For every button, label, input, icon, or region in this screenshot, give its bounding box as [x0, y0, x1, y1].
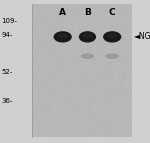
Ellipse shape [83, 34, 92, 38]
Ellipse shape [80, 32, 95, 42]
Ellipse shape [106, 54, 118, 58]
Text: 52-: 52- [2, 69, 13, 75]
Text: A: A [59, 8, 66, 17]
Ellipse shape [81, 54, 93, 58]
Ellipse shape [104, 32, 121, 42]
Text: 109-: 109- [2, 18, 18, 24]
Text: 94-: 94- [2, 32, 13, 38]
Ellipse shape [108, 34, 117, 38]
Text: ◄NGFR: ◄NGFR [134, 32, 150, 41]
Text: B: B [84, 8, 91, 17]
Text: 36-: 36- [2, 98, 13, 104]
Text: C: C [109, 8, 116, 17]
Ellipse shape [58, 34, 67, 38]
Ellipse shape [54, 32, 71, 42]
